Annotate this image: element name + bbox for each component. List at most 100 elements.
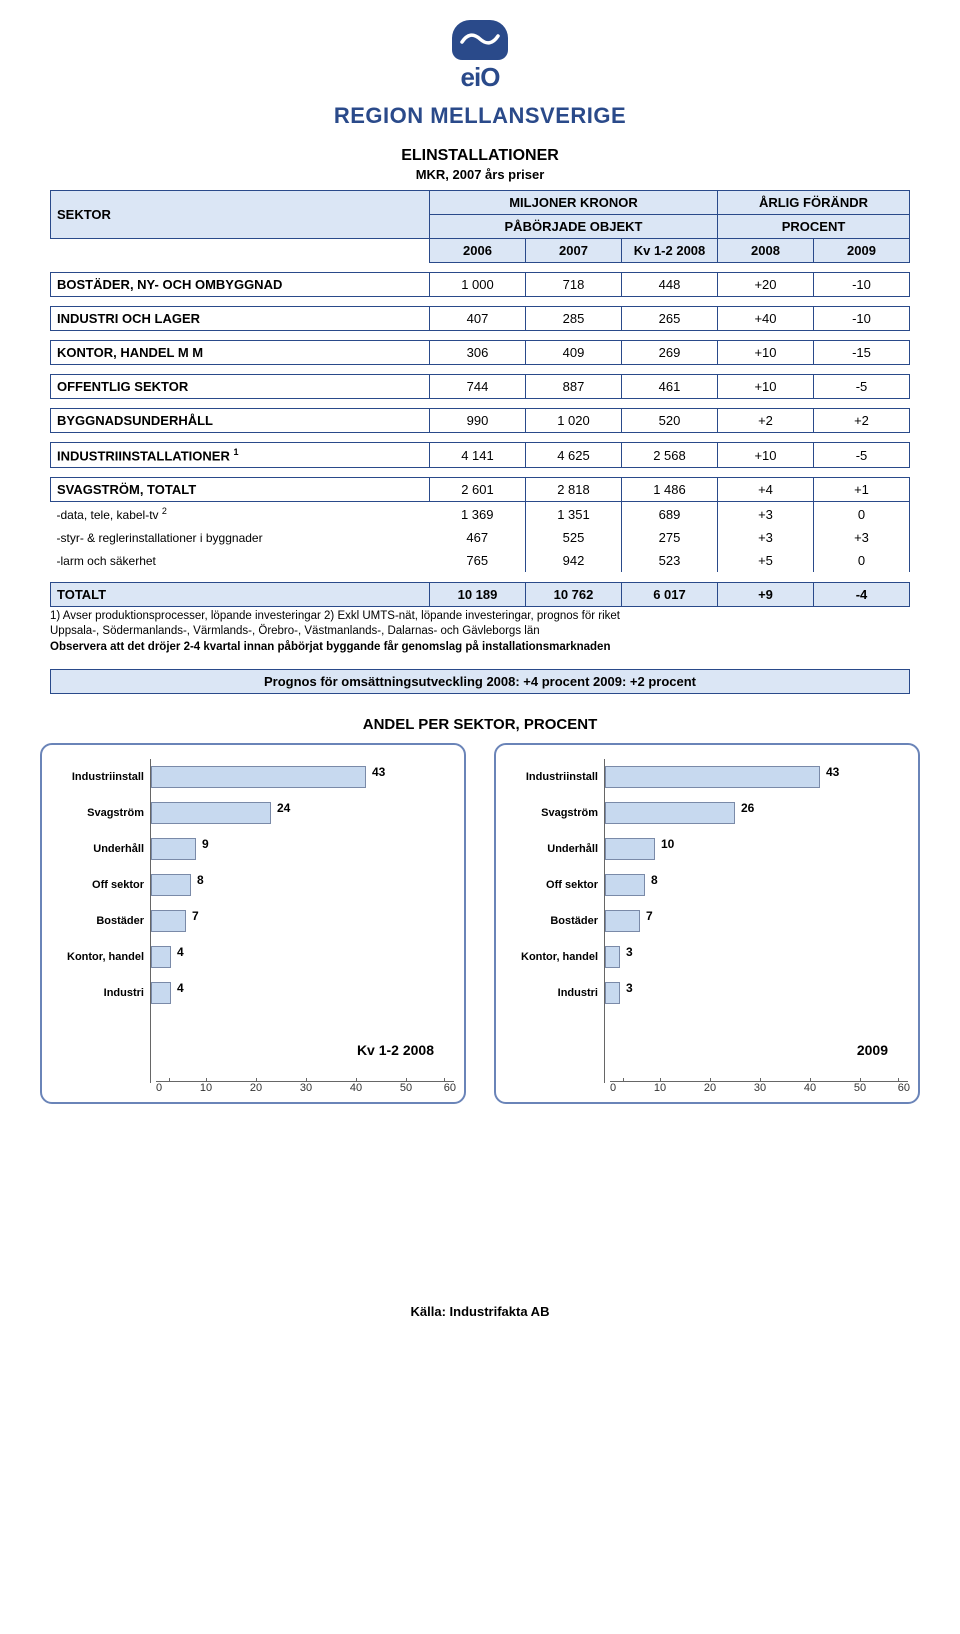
hdr-sector: SEKTOR <box>51 191 430 239</box>
andel-title: ANDEL PER SEKTOR, PROCENT <box>20 716 940 733</box>
axis-tick: 40 <box>331 1082 381 1094</box>
chart-right: Industriinstall43Svagström26Underhåll10O… <box>494 743 920 1104</box>
row-cell: 2 568 <box>622 443 718 468</box>
hdr-miljoner: MILJONER KRONOR <box>430 191 718 215</box>
row-cell: 2 601 <box>430 478 526 502</box>
axis-tick: 0 <box>610 1082 635 1094</box>
bar <box>151 874 191 896</box>
row-cell: 718 <box>526 273 622 297</box>
total-cell: 6 017 <box>622 582 718 606</box>
axis-tick: 30 <box>281 1082 331 1094</box>
bar <box>151 982 171 1004</box>
row-label: -styr- & reglerinstallationer i byggnade… <box>51 526 430 549</box>
bar-label: Bostäder <box>506 915 604 927</box>
axis-tick: 50 <box>381 1082 431 1094</box>
axis-tick: 10 <box>181 1082 231 1094</box>
row-cell: -5 <box>814 443 910 468</box>
bar <box>151 946 171 968</box>
total-cell: 10 189 <box>430 582 526 606</box>
row-cell: +10 <box>718 375 814 399</box>
row-cell: 407 <box>430 307 526 331</box>
bar-value: 10 <box>661 837 674 851</box>
row-cell: 4 625 <box>526 443 622 468</box>
total-cell: 10 762 <box>526 582 622 606</box>
row-cell: 285 <box>526 307 622 331</box>
bar-value: 26 <box>741 801 754 815</box>
row-label: INDUSTRIINSTALLATIONER 1 <box>51 443 430 468</box>
footnotes: 1) Avser produktionsprocesser, löpande i… <box>50 609 910 656</box>
bar <box>605 946 620 968</box>
main-table: SEKTOR MILJONER KRONOR ÅRLIG FÖRÄNDR PÅB… <box>50 190 910 607</box>
row-cell: 269 <box>622 341 718 365</box>
bar-value: 4 <box>177 981 184 995</box>
row-cell: -10 <box>814 273 910 297</box>
bar-label: Svagström <box>52 807 150 819</box>
hdr-arlig: ÅRLIG FÖRÄNDR <box>718 191 910 215</box>
bar-value: 8 <box>197 873 204 887</box>
bar-value: 24 <box>277 801 290 815</box>
row-cell: 744 <box>430 375 526 399</box>
row-cell: +10 <box>718 443 814 468</box>
bar-label: Underhåll <box>52 843 150 855</box>
axis-tick: 40 <box>785 1082 835 1094</box>
bar <box>151 838 196 860</box>
bar <box>605 982 620 1004</box>
total-cell: -4 <box>814 582 910 606</box>
axis-tick: 30 <box>735 1082 785 1094</box>
hdr-year: 2006 <box>430 239 526 263</box>
row-cell: 523 <box>622 549 718 572</box>
axis-tick: 20 <box>231 1082 281 1094</box>
doc-sub: MKR, 2007 års priser <box>20 167 940 182</box>
total-label: TOTALT <box>51 582 430 606</box>
bar <box>605 874 645 896</box>
row-cell: 2 818 <box>526 478 622 502</box>
row-cell: 275 <box>622 526 718 549</box>
row-cell: 306 <box>430 341 526 365</box>
bar <box>605 766 820 788</box>
bar-label: Off sektor <box>506 879 604 891</box>
doc-title: ELINSTALLATIONER <box>20 147 940 165</box>
bar-value: 4 <box>177 945 184 959</box>
row-cell: -15 <box>814 341 910 365</box>
row-cell: 1 351 <box>526 502 622 527</box>
logo-text: eiO <box>452 62 508 93</box>
bar-label: Underhåll <box>506 843 604 855</box>
bar-label: Kontor, handel <box>506 951 604 963</box>
row-cell: 1 486 <box>622 478 718 502</box>
row-cell: 409 <box>526 341 622 365</box>
row-cell: +3 <box>814 526 910 549</box>
hdr-year: 2009 <box>814 239 910 263</box>
row-cell: -5 <box>814 375 910 399</box>
bar-label: Industri <box>506 987 604 999</box>
prognos-box: Prognos för omsättningsutveckling 2008: … <box>50 669 910 694</box>
bar <box>151 910 186 932</box>
bar-label: Bostäder <box>52 915 150 927</box>
row-cell: 765 <box>430 549 526 572</box>
row-cell: 265 <box>622 307 718 331</box>
row-cell: +5 <box>718 549 814 572</box>
bar-value: 3 <box>626 945 633 959</box>
row-label: -data, tele, kabel-tv 2 <box>51 502 430 527</box>
row-cell: 448 <box>622 273 718 297</box>
row-cell: 0 <box>814 549 910 572</box>
row-cell: +2 <box>718 409 814 433</box>
axis-tick: 60 <box>431 1082 456 1094</box>
bar-value: 7 <box>192 909 199 923</box>
axis-tick: 20 <box>685 1082 735 1094</box>
row-cell: 461 <box>622 375 718 399</box>
row-cell: 0 <box>814 502 910 527</box>
chart-right-caption: 2009 <box>857 1042 888 1058</box>
row-label: BYGGNADSUNDERHÅLL <box>51 409 430 433</box>
footnote-1: 1) Avser produktionsprocesser, löpande i… <box>50 609 910 625</box>
row-label: BOSTÄDER, NY- OCH OMBYGGNAD <box>51 273 430 297</box>
bar-label: Industri <box>52 987 150 999</box>
row-cell: 990 <box>430 409 526 433</box>
chart-left-caption: Kv 1-2 2008 <box>357 1042 434 1058</box>
hdr-year: 2008 <box>718 239 814 263</box>
footnote-3: Observera att det dröjer 2-4 kvartal inn… <box>50 640 910 656</box>
row-cell: 520 <box>622 409 718 433</box>
row-cell: 1 020 <box>526 409 622 433</box>
row-cell: -10 <box>814 307 910 331</box>
hdr-year: Kv 1-2 2008 <box>622 239 718 263</box>
row-cell: 1 000 <box>430 273 526 297</box>
